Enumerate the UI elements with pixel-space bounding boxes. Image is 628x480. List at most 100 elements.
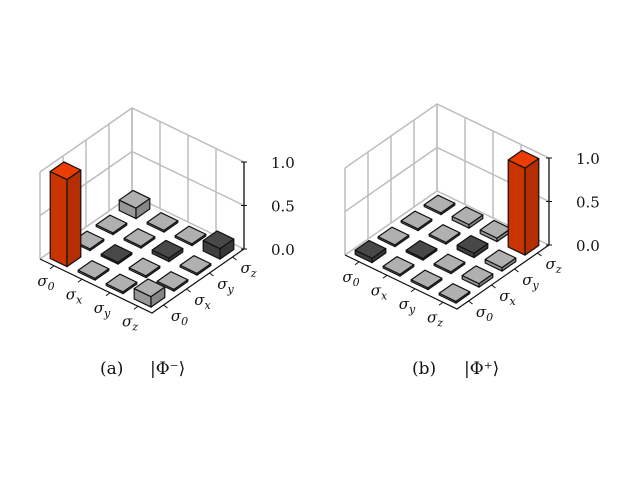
bar-σx-σy: [428, 224, 461, 245]
y-tick-label: σy: [217, 275, 234, 296]
x-tick-label: σ0: [37, 272, 54, 293]
bar-σ0-σz: [118, 189, 151, 220]
y-tick-label: σ0: [476, 303, 493, 324]
y-tick-label: σy: [522, 271, 539, 292]
bar-σz-σz: [507, 149, 540, 256]
x-tick: [438, 301, 444, 306]
x-tick-label: σy: [399, 295, 416, 316]
bar-σx-σ0: [77, 260, 110, 281]
y-tick-label: σz: [240, 259, 256, 280]
bar-σ0-σy: [95, 214, 128, 236]
z-tick-label: 0.5: [576, 194, 600, 212]
bar-σx-σx: [405, 240, 438, 261]
x-tick: [77, 278, 83, 283]
bar-σy-σ0: [410, 269, 443, 291]
bar-σz-σx: [156, 271, 189, 292]
bar-top: [456, 234, 489, 254]
bar-σz-σy: [179, 255, 212, 276]
x-tick: [49, 265, 55, 270]
y-tick: [163, 304, 168, 309]
bar-top: [151, 239, 184, 259]
bar-top: [377, 226, 410, 246]
z-tick-label: 0.0: [576, 237, 600, 255]
caption-b-state: |Φ⁺⟩: [464, 359, 499, 379]
bar-top: [461, 265, 494, 285]
bar-top: [423, 194, 456, 214]
bar-σx-σy: [123, 228, 156, 249]
bar-top: [484, 249, 517, 269]
bar-face: [507, 159, 526, 256]
bar-face: [49, 170, 68, 268]
bar-σx-σz: [451, 206, 484, 229]
bar-σ0-σz: [423, 194, 456, 216]
grid-line: [344, 103, 550, 169]
bar-top: [128, 257, 161, 277]
bar-top: [382, 256, 415, 275]
caption-a-state: |Φ⁻⟩: [150, 359, 185, 379]
x-tick: [354, 261, 360, 266]
bar-top: [146, 212, 179, 231]
bar-σz-σ0: [438, 283, 471, 304]
x-tick-label: σx: [371, 281, 388, 302]
bar-σx-σ0: [382, 256, 415, 277]
x-tick-label: σx: [66, 285, 83, 306]
x-tick-label: σz: [427, 308, 443, 329]
bar-top: [133, 278, 166, 298]
bar-σz-σ0: [133, 278, 166, 308]
bar-σy-σx: [128, 257, 161, 279]
z-tick-label: 1.0: [576, 150, 600, 168]
y-tick: [186, 288, 191, 293]
y-tick: [232, 256, 237, 261]
bar-top: [118, 189, 151, 209]
y-tick: [537, 252, 542, 257]
bar-top: [49, 161, 82, 181]
bar-σz-σz: [202, 230, 235, 260]
bar-top: [77, 260, 110, 279]
floor-axes: [344, 244, 550, 310]
bar-top: [156, 271, 189, 290]
bar-σ0-σy: [400, 210, 433, 232]
x-tick: [133, 305, 139, 310]
y-tick-label: σ0: [171, 307, 188, 328]
x-tick: [382, 274, 388, 279]
bar-face: [66, 169, 82, 268]
y-tick: [514, 268, 519, 273]
bar-σy-σz: [174, 225, 207, 247]
y-tick: [468, 300, 473, 305]
x-tick-label: σy: [94, 299, 111, 320]
bar-top: [428, 224, 461, 243]
x-tick-label: σz: [122, 312, 138, 333]
bar-top: [179, 255, 212, 274]
floor-axes: [39, 248, 245, 314]
z-tick-label: 0.5: [271, 198, 295, 216]
y-tick: [491, 284, 496, 289]
bar-top: [410, 269, 443, 289]
x-tick: [105, 292, 111, 297]
bar-top: [354, 239, 387, 259]
bar-σx-σx: [100, 244, 133, 265]
bar-σy-σ0: [105, 273, 138, 295]
bar-σ0-σ0: [49, 161, 82, 268]
x-tick: [410, 288, 416, 293]
bar-top: [95, 214, 128, 234]
bar-top: [400, 210, 433, 230]
x-tick-label: σ0: [342, 268, 359, 289]
bar-σx-σz: [146, 212, 179, 233]
y-tick-label: σx: [194, 291, 211, 312]
z-tick-label: 1.0: [271, 154, 295, 172]
caption-a-label: (a): [100, 359, 123, 379]
y-tick: [209, 272, 214, 277]
bar-σ0-σx: [377, 226, 410, 248]
z-tick-label: 0.0: [271, 241, 295, 259]
bar-top: [174, 225, 207, 245]
bar-σz-σy: [484, 249, 517, 272]
caption-b-label: (b): [412, 359, 436, 379]
bar-top: [433, 253, 466, 273]
bar-top: [405, 240, 438, 259]
bar-face: [524, 157, 540, 256]
y-tick-label: σz: [545, 255, 561, 276]
bar-top: [507, 149, 540, 169]
